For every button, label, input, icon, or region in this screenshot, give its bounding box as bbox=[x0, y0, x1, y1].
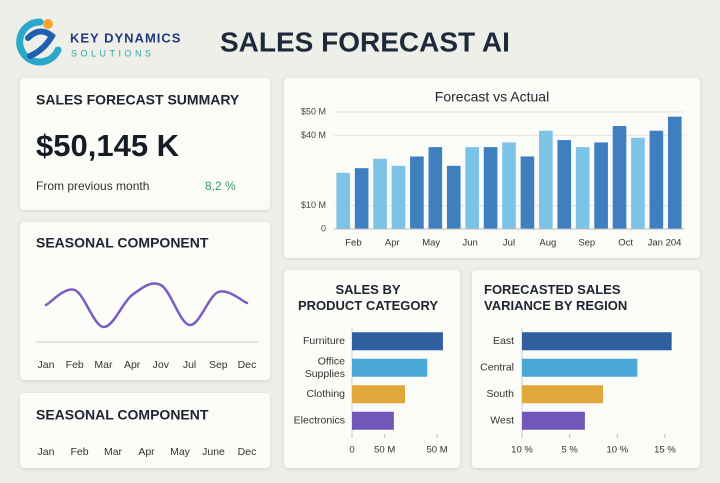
bar bbox=[428, 147, 443, 229]
seasonal-panel bbox=[20, 222, 270, 380]
bar bbox=[391, 165, 406, 229]
x-tick-label: Oct bbox=[618, 238, 633, 249]
line bbox=[44, 282, 249, 329]
bar bbox=[557, 140, 572, 229]
logo-dot bbox=[43, 19, 53, 29]
x-tick-label: Feb bbox=[345, 238, 361, 249]
bar bbox=[522, 358, 638, 377]
x-tick-label: Mar bbox=[94, 359, 113, 371]
chart-title: FORECASTED SALES VARIANCE BY REGION bbox=[484, 283, 627, 314]
x-tick-label: 15 % bbox=[654, 445, 676, 456]
text-line: Office bbox=[318, 355, 345, 367]
change-value: 8,2 % bbox=[205, 179, 236, 193]
comparison-label: From previous month bbox=[36, 179, 149, 193]
chart-title: Forecast vs Actual bbox=[435, 89, 549, 105]
x-tick-label: Jan bbox=[38, 446, 55, 458]
seasonal-panel bbox=[20, 393, 270, 468]
category-label: Clothing bbox=[306, 388, 345, 400]
bar bbox=[575, 147, 590, 229]
x-tick-label: Jul bbox=[183, 359, 196, 371]
y-tick-label: $40 M bbox=[301, 130, 326, 140]
bar bbox=[354, 168, 369, 229]
logo bbox=[16, 18, 62, 66]
bar bbox=[667, 116, 682, 229]
x-tick-label: June bbox=[202, 446, 225, 458]
bar bbox=[522, 411, 585, 430]
category-label: Office Supplies bbox=[305, 355, 345, 380]
x-tick-label: Apr bbox=[124, 359, 141, 371]
x-tick-label: 10 % bbox=[511, 445, 533, 456]
page-title: SALES FORECAST AI bbox=[220, 26, 510, 57]
x-tick-label: Apr bbox=[138, 446, 155, 458]
x-tick-label: 5 % bbox=[561, 445, 578, 456]
x-tick-label: Feb bbox=[70, 446, 88, 458]
bar bbox=[649, 130, 664, 229]
logo-swirl bbox=[16, 18, 62, 66]
y-tick-label: 0 bbox=[321, 223, 326, 233]
summary-panel bbox=[20, 78, 270, 210]
x-tick-label: Jan bbox=[38, 359, 55, 371]
logo-tagline: SOLUTIONS bbox=[71, 48, 155, 58]
logo-swirl bbox=[25, 28, 56, 59]
bar bbox=[373, 158, 387, 229]
x-tick-label: May bbox=[422, 238, 440, 249]
x-tick-label: 50 M bbox=[426, 445, 447, 456]
x-tick-label: Sep bbox=[578, 238, 595, 249]
chart-title: SEASONAL COMPONENT bbox=[36, 407, 209, 423]
bar bbox=[446, 165, 461, 229]
logo-name: KEY DYNAMICS bbox=[70, 30, 181, 45]
bar bbox=[502, 142, 516, 229]
bar bbox=[352, 358, 428, 377]
category-label: South bbox=[487, 388, 515, 400]
bar bbox=[522, 332, 672, 351]
x-tick-label: Jun bbox=[462, 238, 477, 249]
bar bbox=[522, 385, 604, 404]
category-label: Central bbox=[480, 362, 514, 374]
bar bbox=[465, 147, 479, 229]
chart-title: SALES BY PRODUCT CATEGORY bbox=[298, 283, 438, 314]
x-tick-label: Jul bbox=[503, 238, 515, 249]
text-line: SALES BY bbox=[335, 283, 400, 298]
x-tick-label: Apr bbox=[385, 238, 400, 249]
bar bbox=[631, 137, 645, 229]
text-line: VARIANCE BY REGION bbox=[484, 298, 627, 313]
x-tick-label: Dec bbox=[238, 446, 257, 458]
bar bbox=[352, 411, 394, 430]
bar bbox=[352, 385, 405, 404]
x-tick-label: Mar bbox=[104, 446, 123, 458]
bar bbox=[336, 172, 351, 229]
x-tick-label: Dec bbox=[238, 359, 257, 371]
text-line: FORECASTED SALES bbox=[484, 283, 621, 298]
bar bbox=[594, 142, 608, 229]
x-tick-label: 10 % bbox=[606, 445, 628, 456]
x-tick-label: Aug bbox=[539, 238, 556, 249]
bar bbox=[483, 147, 498, 229]
x-tick-label: Jan 204 bbox=[648, 238, 682, 249]
x-tick-label: Sep bbox=[209, 359, 228, 371]
bar bbox=[352, 332, 443, 351]
x-tick-label: 0 bbox=[349, 445, 354, 456]
bar bbox=[520, 156, 535, 229]
summary-value: $50,145 K bbox=[36, 128, 180, 163]
x-tick-label: 50 M bbox=[374, 445, 395, 456]
chart-title: SEASONAL COMPONENT bbox=[36, 235, 209, 251]
category-label: East bbox=[493, 335, 514, 347]
text-line: PRODUCT CATEGORY bbox=[298, 298, 438, 313]
bar bbox=[410, 156, 424, 229]
x-tick-label: Feb bbox=[66, 359, 84, 371]
text-line: Supplies bbox=[305, 368, 345, 380]
bar bbox=[612, 126, 627, 229]
y-tick-label: $50 M bbox=[301, 106, 326, 116]
bar bbox=[539, 130, 553, 229]
category-label: Electronics bbox=[294, 415, 345, 427]
x-tick-label: Jov bbox=[153, 359, 170, 371]
category-label: West bbox=[490, 415, 514, 427]
summary-title: SALES FORECAST SUMMARY bbox=[36, 92, 240, 108]
category-label: Furniture bbox=[303, 335, 345, 347]
x-tick-label: May bbox=[170, 446, 191, 458]
y-tick-label: $10 M bbox=[301, 200, 326, 210]
